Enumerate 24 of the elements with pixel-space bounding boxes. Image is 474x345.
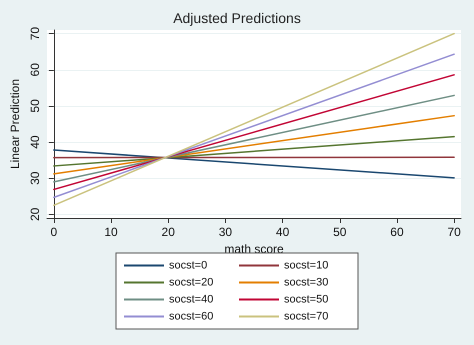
legend-label: socst=10	[284, 260, 328, 272]
x-tick-label: 70	[447, 225, 462, 239]
chart-title: Adjusted Predictions	[173, 10, 301, 26]
legend-label: socst=40	[169, 294, 214, 306]
y-tick-label: 70	[28, 26, 42, 40]
y-tick-label: 20	[28, 207, 42, 222]
legend-label: socst=50	[284, 294, 328, 306]
legend-label: socst=30	[284, 276, 328, 288]
legend-label: socst=20	[169, 276, 214, 288]
x-tick-label: 60	[390, 225, 404, 239]
x-tick-label: 0	[50, 225, 58, 239]
x-tick-label: 50	[333, 225, 347, 239]
y-tick-label: 60	[28, 62, 42, 76]
y-tick-label: 50	[28, 98, 42, 113]
x-tick-label: 10	[104, 225, 118, 239]
x-tick-label: 40	[276, 225, 290, 239]
y-tick-label: 30	[28, 171, 42, 185]
y-axis-title: Linear Prediction	[8, 78, 22, 170]
x-tick-label: 20	[162, 225, 176, 239]
y-tick-label: 40	[28, 135, 42, 149]
legend-label: socst=70	[284, 310, 328, 322]
x-tick-label: 30	[218, 225, 232, 239]
legend-label: socst=0	[169, 260, 208, 272]
legend-label: socst=60	[169, 310, 214, 322]
